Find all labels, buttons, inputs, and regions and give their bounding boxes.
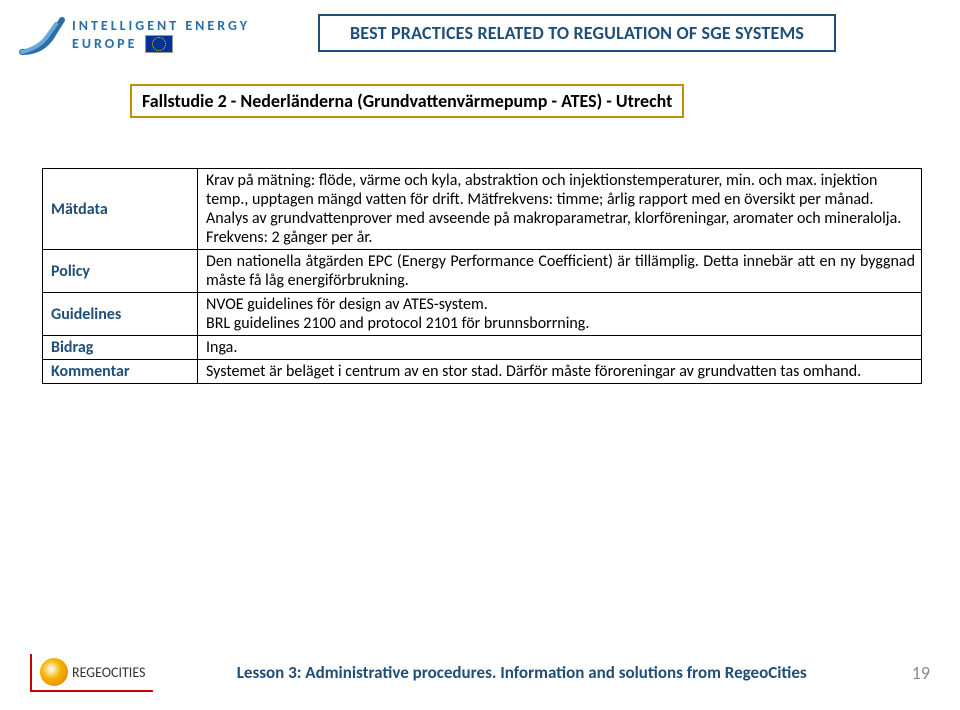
row-label: Kommentar bbox=[43, 360, 198, 384]
row-value: Krav på mätning: flöde, värme och kyla, … bbox=[198, 169, 922, 250]
ie-logo-line2: EUROPE bbox=[72, 37, 137, 52]
page-title-box: BEST PRACTICES RELATED TO REGULATION OF … bbox=[318, 14, 836, 52]
eu-flag-icon bbox=[145, 35, 173, 53]
regeo-logo: REGEOCITIES bbox=[30, 654, 153, 692]
row-value: NVOE guidelines för design av ATES-syste… bbox=[198, 293, 922, 336]
table-row: BidragInga. bbox=[43, 336, 922, 360]
ie-logo-line1: INTELLIGENT ENERGY bbox=[72, 19, 250, 34]
row-value: Inga. bbox=[198, 336, 922, 360]
page-number: 19 bbox=[890, 662, 930, 684]
ie-logo-text: INTELLIGENT ENERGY EUROPE bbox=[72, 19, 250, 54]
data-table: MätdataKrav på mätning: flöde, värme och… bbox=[42, 168, 922, 384]
row-label: Mätdata bbox=[43, 169, 198, 250]
table-row: KommentarSystemet är beläget i centrum a… bbox=[43, 360, 922, 384]
subtitle-box: Fallstudie 2 - Nederländerna (Grundvatte… bbox=[130, 84, 684, 118]
row-label: Bidrag bbox=[43, 336, 198, 360]
row-label: Policy bbox=[43, 250, 198, 293]
row-label: Guidelines bbox=[43, 293, 198, 336]
regeo-text: REGEOCITIES bbox=[72, 664, 145, 681]
row-value: Systemet är beläget i centrum av en stor… bbox=[198, 360, 922, 384]
table-row: MätdataKrav på mätning: flöde, värme och… bbox=[43, 169, 922, 250]
lesson-text: Lesson 3: Administrative procedures. Inf… bbox=[153, 663, 890, 683]
row-value: Den nationella åtgärden EPC (Energy Perf… bbox=[198, 250, 922, 293]
footer: REGEOCITIES Lesson 3: Administrative pro… bbox=[0, 654, 960, 692]
page-title: BEST PRACTICES RELATED TO REGULATION OF … bbox=[350, 22, 804, 44]
subtitle: Fallstudie 2 - Nederländerna (Grundvatte… bbox=[142, 90, 672, 112]
subtitle-wrap: Fallstudie 2 - Nederländerna (Grundvatte… bbox=[0, 84, 960, 118]
table-body: MätdataKrav på mätning: flöde, värme och… bbox=[43, 169, 922, 384]
header: INTELLIGENT ENERGY EUROPE BEST PRACTICES… bbox=[0, 0, 960, 56]
table-row: PolicyDen nationella åtgärden EPC (Energ… bbox=[43, 250, 922, 293]
ie-swirl-icon bbox=[18, 16, 66, 56]
ie-logo: INTELLIGENT ENERGY EUROPE bbox=[18, 10, 308, 56]
table-row: GuidelinesNVOE guidelines för design av … bbox=[43, 293, 922, 336]
regeo-globe-icon bbox=[40, 658, 68, 686]
